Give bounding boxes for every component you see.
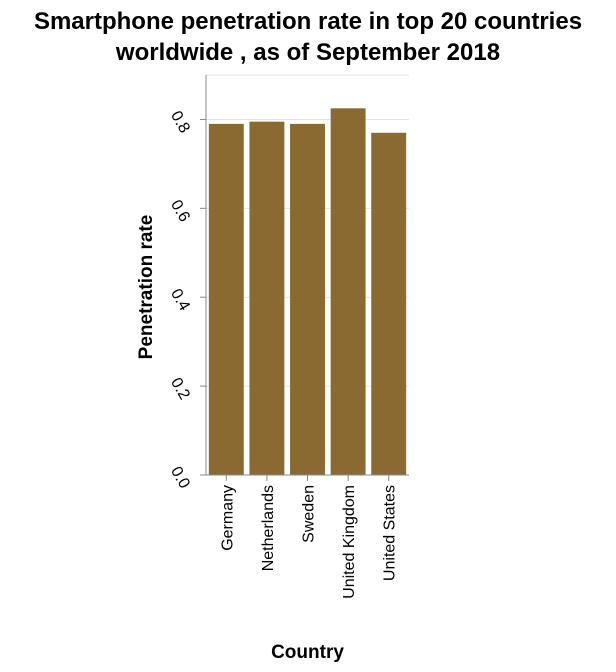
y-axis-title: Penetration rate	[136, 215, 157, 360]
bar-netherlands	[249, 121, 285, 476]
y-tick-label: 0.0	[167, 464, 193, 492]
x-tick-label: Netherlands	[260, 485, 277, 571]
bar-united-states	[371, 132, 407, 475]
y-tick-label: 0.8	[167, 108, 193, 136]
bar-germany	[208, 123, 244, 475]
bars	[208, 108, 407, 476]
x-axis-title: Country	[271, 642, 344, 663]
chart-title-line-1: Smartphone penetration rate in top 20 co…	[33, 8, 583, 35]
axes: 0.0 0.2 0.4 0.6 0.8 Germany Netherlands Sweden U…	[167, 75, 409, 599]
y-tick-label: 0.6	[167, 197, 193, 225]
x-tick-label: Sweden	[301, 485, 318, 543]
y-tick-label: 0.4	[167, 286, 193, 314]
x-tick-label: Germany	[219, 485, 236, 551]
x-tick-label: United States	[382, 485, 399, 581]
y-tick-label: 0.2	[167, 375, 193, 403]
x-tick-label: United Kingdom	[341, 485, 358, 599]
chart-title: Smartphone penetration rate in top 20 co…	[0, 6, 616, 68]
chart-title-line-2: worldwide , as of September 2018	[115, 39, 501, 66]
bar-sweden	[290, 123, 325, 475]
bar-united-kingdom	[330, 108, 366, 475]
